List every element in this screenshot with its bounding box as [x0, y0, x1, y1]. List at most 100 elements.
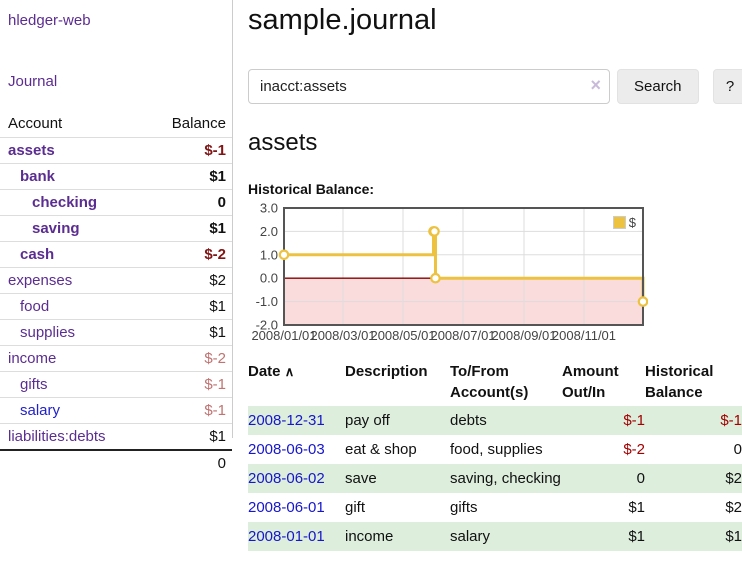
help-button[interactable]: ? [712, 69, 742, 104]
account-link-expenses[interactable]: expenses [8, 272, 73, 289]
search-form: × Search ? [248, 69, 742, 104]
register-row: 2008-01-01 income salary $1 $1 [248, 522, 742, 551]
account-row: checking 0 [0, 189, 232, 216]
account-link-salary[interactable]: salary [20, 402, 61, 419]
register-accounts: gifts [450, 499, 478, 516]
account-link-gifts[interactable]: gifts [20, 376, 48, 393]
account-link-saving[interactable]: saving [32, 220, 80, 237]
account-link-bank[interactable]: bank [20, 168, 56, 185]
clear-search-icon[interactable]: × [590, 75, 601, 95]
x-tick-label: 2008/07/01 [430, 328, 495, 343]
y-tick-label: 1.0 [260, 247, 278, 262]
data-point-marker [637, 296, 649, 307]
search-input[interactable] [248, 69, 610, 104]
data-point-marker [278, 249, 290, 261]
date-link[interactable]: 2008-06-03 [248, 441, 325, 458]
sidebar: hledger-web Journal Account Balance asse… [0, 0, 233, 476]
account-balance: $-2 [143, 345, 232, 372]
y-tick-label: 3.0 [260, 202, 278, 216]
account-balance: $1 [143, 215, 232, 242]
account-balance: $-1 [143, 371, 232, 398]
data-point-marker [429, 226, 440, 237]
account-link-income[interactable]: income [8, 350, 57, 367]
account-link-supplies[interactable]: supplies [20, 324, 76, 341]
account-row: saving $1 [0, 215, 232, 242]
page-title: sample.journal [248, 4, 437, 36]
x-tick-label: 2008/01/01 [251, 328, 316, 343]
account-row: supplies $1 [0, 319, 232, 346]
accounts-total-balance: 0 [143, 449, 232, 476]
account-link-food[interactable]: food [20, 298, 50, 315]
account-row: gifts $-1 [0, 371, 232, 398]
register-row: 2008-12-31 pay off debts $-1 $-1 [248, 406, 742, 435]
y-tick-label: -2.0 [256, 318, 278, 333]
accounts-table: Account Balance assets $-1 bank $1 checking 0… [0, 110, 232, 476]
account-balance: 0 [143, 189, 232, 216]
register-amount: $1 [628, 499, 645, 516]
accounts-total-row: 0 [0, 449, 232, 476]
register-amount: $-2 [623, 441, 645, 458]
sort-asc-icon: ∧ [284, 364, 295, 379]
accounts-col-account: Account [8, 115, 63, 132]
account-row: food $1 [0, 293, 232, 320]
register-row: 2008-06-03 eat & shop food, supplies $-2 0 [248, 435, 742, 464]
accounts-col-balance: Balance [171, 115, 226, 132]
date-link[interactable]: 2008-12-31 [248, 412, 325, 429]
account-row: assets $-1 [0, 137, 232, 164]
register-row: 2008-06-01 gift gifts $1 $2 [248, 493, 742, 522]
account-link-checking[interactable]: checking [32, 194, 98, 211]
account-link-cash[interactable]: cash [20, 246, 55, 263]
account-balance: $2 [143, 267, 232, 294]
account-balance: $1 [143, 163, 232, 190]
main-content: sample.journal × Search ? assets Histori… [233, 0, 742, 582]
chart-title: Historical Balance: [248, 181, 375, 197]
legend-label: $ [628, 215, 636, 230]
register-amount: $-1 [562, 406, 645, 435]
chart-canvas[interactable]: 3.0 2.0 1.0 0.0 -1.0 -2.02008/01/012008/03/01… [248, 201, 649, 344]
account-balance: $1 [143, 293, 232, 320]
account-heading: assets [248, 129, 318, 156]
register-table: Date ∧ Description To/From Account(s) Am… [248, 358, 742, 551]
register-row: 2008-06-02 save saving, checking 0 $2 [248, 464, 742, 493]
register-description: save [345, 464, 450, 493]
date-link[interactable]: 2008-06-02 [248, 470, 325, 487]
account-link-assets[interactable]: assets [8, 142, 55, 159]
register-col-amount: Amount Out/In [562, 363, 619, 401]
historical-balance-chart[interactable]: 3.0 2.0 1.0 0.0 -1.0 -2.0 2008/01/01 2008/03/01… [248, 201, 649, 344]
account-balance: $1 [143, 423, 232, 450]
register-description: income [345, 522, 450, 551]
account-balance: $1 [143, 319, 232, 346]
x-tick-label: 2008/05/01 [370, 328, 435, 343]
register-body: 2008-12-31 pay off debts $-1 $-1 2008-06-03 ea… [248, 406, 742, 551]
date-link[interactable]: 2008-01-01 [248, 528, 325, 545]
search-box: × [248, 69, 610, 104]
register-accounts: food, supplies [450, 441, 543, 458]
register-amount: 0 [562, 464, 645, 493]
x-tick-label: 2008/09/01 [491, 328, 556, 343]
register-col-date[interactable]: Date ∧ [248, 363, 295, 380]
register-description: pay off [345, 406, 450, 435]
y-tick-label: 2.0 [260, 224, 278, 239]
account-row: income $-2 [0, 345, 232, 372]
register-description: gift [345, 499, 366, 516]
accounts-header-row: Account Balance [0, 110, 232, 138]
search-button[interactable]: Search [617, 69, 699, 104]
account-row: salary $-1 [0, 397, 232, 424]
account-row: expenses $2 [0, 267, 232, 294]
account-row: cash $-2 [0, 241, 232, 268]
account-link-liabilities-debts[interactable]: liabilities:debts [8, 428, 106, 445]
register-col-accounts: To/From Account(s) [450, 363, 529, 401]
y-tick-label: -1.0 [256, 294, 278, 309]
register-accounts: debts [450, 406, 562, 435]
register-amount: $1 [562, 522, 645, 551]
register-balance: $1 [645, 522, 742, 551]
sidebar-item-journal[interactable]: Journal [8, 73, 58, 90]
legend-swatch-icon [612, 216, 626, 229]
x-tick-label: 2008/11/01 [552, 328, 616, 343]
chart-legend: $ [610, 214, 638, 231]
x-tick-label: 2008/03/01 [310, 328, 375, 343]
app-title-link[interactable]: hledger-web [8, 12, 91, 29]
account-row: liabilities:debts $1 [0, 423, 232, 450]
date-link[interactable]: 2008-06-01 [248, 499, 325, 516]
account-balance: $-2 [143, 241, 232, 268]
